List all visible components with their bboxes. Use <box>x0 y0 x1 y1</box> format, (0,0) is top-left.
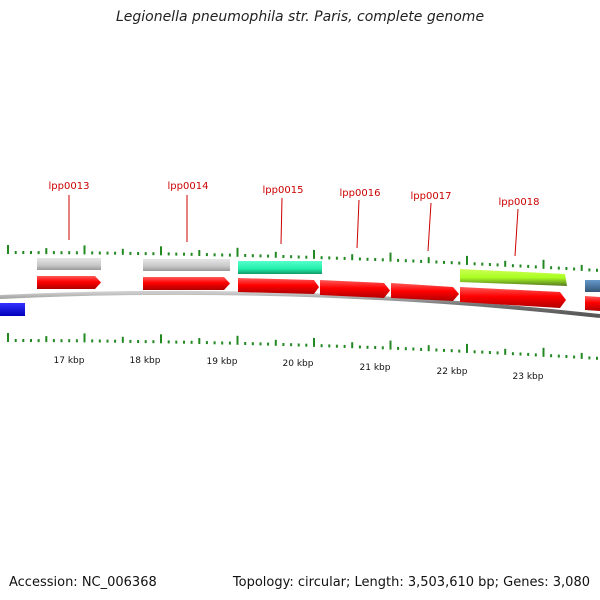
gene-label-lpp0013[interactable]: lpp0013 <box>49 181 90 192</box>
feature-next[interactable] <box>585 280 600 292</box>
feature-lpp0013[interactable] <box>37 258 101 270</box>
gene-label-lpp0014[interactable]: lpp0014 <box>168 181 209 192</box>
scale-label-18kbp: 18 kbp <box>130 356 161 366</box>
feature-lpp0014[interactable] <box>143 259 230 271</box>
gene-label-lpp0015[interactable]: lpp0015 <box>263 185 304 196</box>
gene-label-lpp0018[interactable]: lpp0018 <box>499 197 540 208</box>
scale-label-22kbp: 22 kbp <box>437 367 468 377</box>
gene-lpp0017[interactable] <box>391 283 459 301</box>
scale-label-17kbp: 17 kbp <box>54 356 85 366</box>
gene-reverse-blue[interactable] <box>0 303 25 316</box>
gene-label-lpp0016[interactable]: lpp0016 <box>340 188 381 199</box>
genome-summary-text: Topology: circular; Length: 3,503,610 bp… <box>232 575 590 590</box>
tick-row-lower <box>7 333 598 360</box>
gene-lpp0016[interactable] <box>320 280 390 298</box>
tick-row-upper <box>7 245 598 272</box>
gene-lpp0018[interactable] <box>460 287 566 308</box>
gene-lpp0014[interactable] <box>143 277 230 290</box>
label-leader <box>514 208 519 257</box>
label-leader <box>427 202 432 252</box>
genome-backbone <box>0 290 600 318</box>
scale-label-19kbp: 19 kbp <box>207 357 238 367</box>
gene-partial-right[interactable] <box>585 296 600 311</box>
feature-lpp0018[interactable] <box>460 269 567 286</box>
gene-lpp0015[interactable] <box>238 278 319 294</box>
label-leader <box>356 199 360 249</box>
accession-text: Accession: NC_006368 <box>9 575 157 590</box>
gene-label-lpp0017[interactable]: lpp0017 <box>411 191 452 202</box>
scale-label-21kbp: 21 kbp <box>360 363 391 373</box>
map-title: Legionella pneumophila str. Paris, compl… <box>115 9 485 25</box>
label-leader <box>280 197 283 245</box>
scale-label-23kbp: 23 kbp <box>513 372 544 382</box>
gene-lpp0013[interactable] <box>37 276 101 289</box>
feature-lpp0015[interactable] <box>238 261 322 274</box>
scale-label-20kbp: 20 kbp <box>283 359 314 369</box>
